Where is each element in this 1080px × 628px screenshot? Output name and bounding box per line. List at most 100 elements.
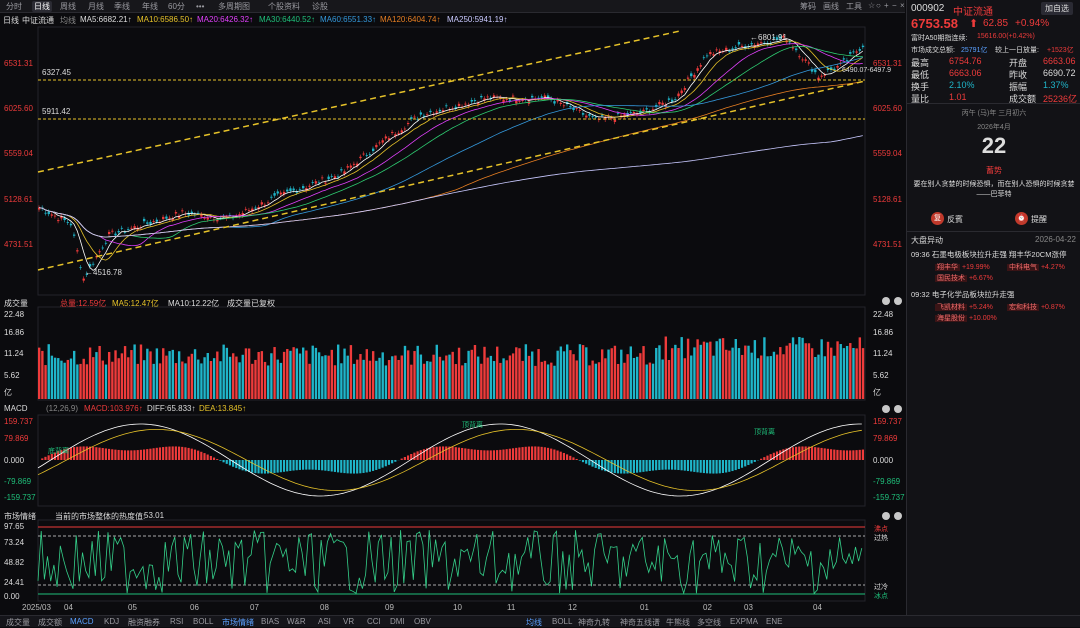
volume-bar (493, 361, 495, 399)
volume-bar (347, 356, 349, 399)
indicator-tab-7[interactable]: 市场情绪 (222, 617, 254, 628)
review-icon[interactable]: 复 (931, 212, 944, 225)
indicator-tab-22[interactable]: ENE (766, 617, 782, 626)
review-button[interactable]: 反賓 (947, 214, 963, 225)
candle (716, 49, 718, 50)
volume-bar (448, 355, 450, 399)
volume-bar (607, 350, 609, 399)
indicator-tab-15[interactable]: 均线 (526, 617, 542, 628)
volume-bar (461, 365, 463, 399)
candle (735, 47, 737, 48)
candle (798, 56, 800, 57)
macd-bar (191, 449, 193, 460)
macd-bar (827, 449, 829, 460)
news-item[interactable]: 09:36 石墨电极板块拉升走强 翔丰华20CM涨停 (911, 249, 1066, 260)
add-watchlist-button[interactable]: 加自选 (1041, 2, 1073, 15)
candle (324, 183, 326, 184)
indicator-tab-3[interactable]: KDJ (104, 617, 119, 626)
indicator-tab-17[interactable]: 神奇九转 (578, 617, 610, 628)
news-stock-chip[interactable]: 国民技术 +6.67% (935, 273, 993, 283)
macd-bar (728, 460, 730, 472)
macd-bar (747, 460, 749, 465)
news-stock-chip[interactable]: 飞凯材料 +5.24% (935, 302, 993, 312)
candle (44, 213, 46, 214)
macd-bar (474, 450, 476, 460)
indicator-tab-0[interactable]: 成交量 (6, 617, 30, 628)
turnover-label: 市场成交总额: (911, 45, 955, 55)
macd-header: MACD (12,26,9) MACD:103.976↑ DIFF:65.833… (0, 403, 905, 414)
macd-bar (690, 460, 692, 471)
indicator-tab-12[interactable]: CCI (367, 617, 381, 626)
indicator-tab-16[interactable]: BOLL (552, 617, 572, 626)
macd-bar (359, 460, 361, 473)
volume-bar (356, 360, 358, 399)
volume-bar (690, 356, 692, 399)
volume-bar (172, 350, 174, 399)
mood-freeze-label: 冰点 (874, 591, 888, 601)
macd-bar (347, 460, 349, 473)
macd-bar (544, 447, 546, 460)
stat-3-1: 1.01 (949, 92, 967, 102)
macd-bar (731, 460, 733, 471)
candle (378, 143, 380, 144)
volume-bar (210, 361, 212, 399)
candle (712, 54, 714, 55)
alert-button[interactable]: 提醒 (1031, 214, 1047, 225)
indicator-tab-1[interactable]: 成交额 (38, 617, 62, 628)
candle (563, 105, 565, 106)
macd-bar (547, 448, 549, 460)
alarm-icon[interactable]: ⏰ (1015, 212, 1028, 225)
volume-bar (194, 349, 196, 399)
indicator-tab-8[interactable]: BIAS (261, 617, 279, 626)
indicator-tab-13[interactable]: DMI (390, 617, 405, 626)
indicator-tab-14[interactable]: OBV (414, 617, 431, 626)
candle (687, 78, 689, 79)
news-stock-chip[interactable]: 海星股份 +10.00% (935, 313, 997, 323)
indicator-tab-21[interactable]: EXPMA (730, 617, 758, 626)
volume-bar (436, 345, 438, 399)
indicator-tab-5[interactable]: RSI (170, 617, 183, 626)
macd-bar (153, 448, 155, 460)
volume-bar (296, 348, 298, 399)
volume-title[interactable]: 成交量 (4, 298, 28, 309)
volume-bar (709, 342, 711, 399)
volume-bar (327, 356, 329, 399)
candle (286, 190, 288, 192)
candle (658, 102, 660, 104)
indicator-tab-11[interactable]: VR (343, 617, 354, 626)
indicator-tab-10[interactable]: ASI (318, 617, 331, 626)
volume-note: 成交量已复权 (227, 298, 275, 309)
volume-bar (73, 351, 75, 399)
volume-bar (525, 344, 527, 399)
indicator-tab-19[interactable]: 牛熊线 (666, 617, 690, 628)
news-stock-chip[interactable]: 翔丰华 +19.99% (935, 262, 990, 272)
news-stock-chip[interactable]: 中科电气 +4.27% (1007, 262, 1065, 272)
volume-bar (44, 365, 46, 399)
indicator-tab-20[interactable]: 多空线 (697, 617, 721, 628)
macd-title[interactable]: MACD (4, 404, 28, 413)
volume-bar (633, 358, 635, 399)
indicator-tab-9[interactable]: W&R (287, 617, 306, 626)
macd-bar (684, 460, 686, 471)
volume-bar (801, 338, 803, 399)
indicator-tab-4[interactable]: 融资融券 (128, 617, 160, 628)
candle (121, 228, 123, 229)
candle (617, 113, 619, 114)
mood-title[interactable]: 市场情绪 (4, 511, 36, 522)
macd-bar (735, 460, 737, 470)
low-price-label: ←4516.78 (85, 268, 122, 277)
news-item[interactable]: 09:32 电子化学品板块拉升走强 (911, 289, 1014, 300)
volume-bar (598, 362, 600, 399)
volume-bar (95, 352, 97, 399)
candle (261, 202, 263, 204)
candle (146, 222, 148, 223)
volume-bar (359, 354, 361, 399)
macd-bar (197, 451, 199, 460)
indicator-tab-6[interactable]: BOLL (193, 617, 213, 626)
news-stock-chip[interactable]: 宏和科技 +0.87% (1007, 302, 1065, 312)
indicator-tab-2[interactable]: MACD (70, 617, 94, 626)
volume-bar (127, 357, 129, 399)
indicator-tab-18[interactable]: 神奇五线谱 (620, 617, 660, 628)
macd-bar (98, 448, 100, 460)
